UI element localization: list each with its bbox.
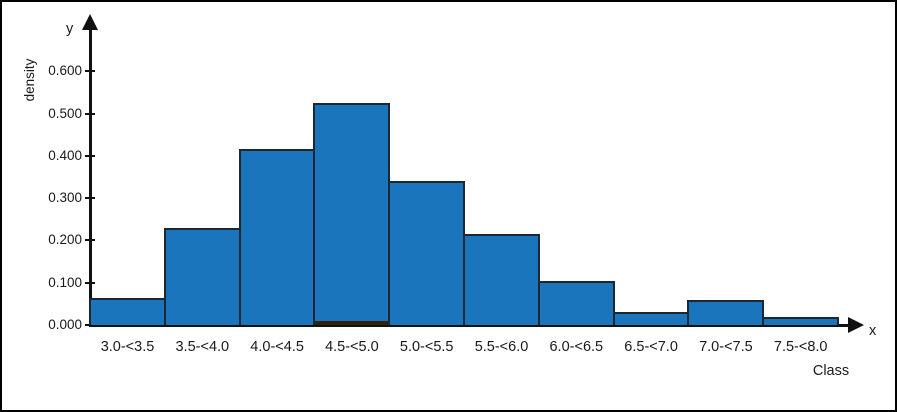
y-axis-arrow-icon	[82, 14, 98, 30]
x-category-label: 3.5-<4.0	[175, 339, 230, 355]
x-category-label: 7.5-<8.0	[773, 339, 828, 355]
x-category-label: 7.0-<7.5	[699, 339, 753, 355]
y-tick-label: 0.100	[48, 274, 82, 290]
y-tick-mark	[85, 154, 95, 157]
y-tick-label: 0.400	[48, 147, 82, 163]
x-category-label: 3.0-<3.5	[100, 339, 155, 355]
y-tick-label: 0.300	[48, 190, 82, 206]
y-tick-mark	[85, 70, 95, 73]
x-category-label: 4.0-<4.5	[250, 339, 304, 355]
y-tick-mark	[85, 324, 95, 326]
histogram-bar	[762, 316, 839, 325]
y-tick-label: 0.200	[48, 232, 82, 248]
histogram-bar	[463, 234, 540, 325]
histogram-bar	[537, 280, 615, 325]
y-axis-line	[88, 28, 92, 327]
x-category-label: 6.5-<7.0	[624, 339, 678, 355]
histogram-bar	[89, 297, 166, 325]
y-axis-title: density	[22, 58, 37, 102]
y-axis-letter-label: y	[66, 21, 74, 37]
histogram-bar	[388, 181, 465, 325]
y-tick-mark	[85, 239, 95, 242]
y-tick-label: 0.500	[48, 105, 82, 121]
histogram-bar	[163, 227, 241, 325]
y-tick-mark	[85, 197, 95, 200]
y-tick-label: 0.600	[48, 63, 82, 79]
histogram-bar	[687, 299, 765, 325]
y-tick-label: 0.000	[48, 317, 82, 332]
histogram-bar	[612, 312, 690, 325]
x-category-label: 6.0-<6.5	[549, 339, 604, 355]
x-category-label: 4.5-<5.0	[325, 339, 379, 355]
histogram-bar	[313, 102, 391, 325]
overlay-mini-bar	[315, 320, 389, 325]
y-tick-mark	[85, 112, 95, 115]
x-axis-letter-label: x	[869, 323, 877, 339]
x-axis-arrow-icon	[848, 317, 864, 333]
x-axis-line	[88, 324, 850, 327]
histogram-bar	[238, 149, 316, 325]
y-tick-mark	[85, 281, 95, 284]
x-axis-title: Class	[812, 363, 850, 379]
x-category-label: 5.0-<5.5	[399, 339, 454, 355]
x-category-label: 5.5-<6.0	[474, 339, 529, 355]
